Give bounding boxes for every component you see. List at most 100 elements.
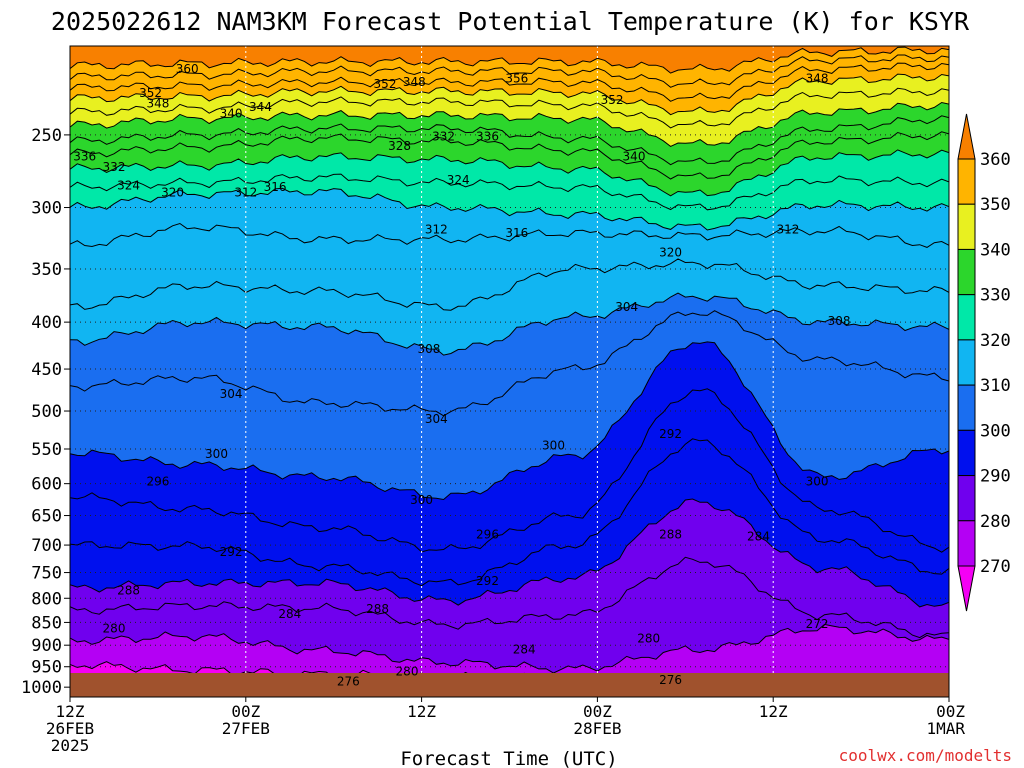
x-tick-label: 00Z	[583, 702, 612, 721]
colorbar-segment	[957, 248, 976, 296]
plot-frame	[69, 45, 950, 698]
y-tick-label: 400	[31, 313, 62, 333]
contour-label: 276	[659, 673, 682, 687]
contour-label: 352	[374, 77, 397, 91]
x-tick-label: 1MAR	[926, 719, 965, 738]
colorbar-label: 330	[980, 286, 1011, 306]
contour-288	[70, 498, 949, 608]
colorbar-segment	[957, 384, 976, 431]
x-tick-label: 12Z	[407, 702, 436, 721]
contour-284	[70, 556, 949, 639]
contour-label: 356	[505, 72, 528, 86]
y-tick-label: 950	[31, 658, 62, 678]
contour-label: 280	[396, 665, 419, 679]
contour-label: 308	[417, 342, 440, 356]
x-tick-label: 27FEB	[222, 719, 270, 738]
contour-label: 288	[366, 602, 389, 616]
contour-label: 292	[476, 574, 499, 588]
y-axis-ticks: 250 300 350 400 450 500 550 600 650 700 750 800 850 9…	[21, 126, 70, 698]
contour-344	[70, 87, 949, 129]
band-340-344	[70, 88, 949, 147]
y-tick-label: 600	[31, 475, 62, 495]
contour-label: 288	[117, 584, 140, 598]
colorbar-segment	[957, 520, 976, 567]
band-276-280	[70, 624, 949, 689]
x-tick-label: 26FEB	[46, 719, 94, 738]
band-300-304	[70, 310, 949, 500]
colorbar-label: 320	[980, 331, 1011, 351]
contour-label: 352	[601, 93, 624, 107]
band-332-336	[70, 115, 949, 179]
contour-label: 300	[205, 447, 228, 461]
chart-title: 2025022612 NAM3KM Forecast Potential Tem…	[51, 7, 970, 36]
contour-316	[70, 222, 949, 248]
contour-328	[70, 149, 949, 197]
contour-352	[70, 62, 949, 102]
x-tick-label: 00Z	[936, 702, 965, 721]
contour-label: 348	[806, 72, 829, 86]
y-tick-label: 550	[31, 440, 62, 460]
contour-label: 292	[659, 427, 682, 441]
contour-label: 280	[637, 632, 660, 646]
contour-296	[70, 388, 949, 553]
y-tick-label: 1000	[21, 678, 62, 698]
contour-label: 304	[220, 387, 243, 401]
contour-label: 312	[776, 223, 799, 237]
contour-label: 300	[806, 475, 829, 489]
contour-label: 300	[410, 493, 433, 507]
contour-280	[70, 623, 949, 674]
x-axis-label: Forecast Time (UTC)	[400, 748, 617, 768]
contour-label: 324	[117, 179, 140, 193]
contour-label: 284	[747, 529, 770, 543]
contour-300	[70, 341, 949, 501]
band-348-352	[70, 63, 949, 115]
band-above-360	[70, 46, 949, 74]
x-tick-label: 12Z	[759, 702, 788, 721]
y-tick-label: 250	[31, 126, 62, 146]
colorbar-label: 310	[980, 376, 1011, 396]
contour-label: 280	[103, 622, 126, 636]
y-tick-label: 750	[31, 564, 62, 584]
contour-label: 336	[476, 130, 499, 144]
y-tick-label: 700	[31, 536, 62, 556]
colorbar-label: 350	[980, 195, 1011, 215]
contour-label: 348	[403, 75, 426, 89]
contour-label: 332	[103, 160, 126, 174]
band-344-348	[70, 74, 949, 128]
contour-label: 324	[447, 173, 470, 187]
band-292-296	[70, 388, 949, 586]
contour-label: 320	[161, 186, 184, 200]
colorbar-segment	[957, 339, 976, 386]
colorbar-label: 360	[980, 150, 1011, 170]
contour-label: 352	[139, 86, 162, 100]
contour-label: 312	[425, 223, 448, 237]
contour-356	[70, 54, 949, 88]
contour-320	[70, 187, 949, 231]
ground-surface	[70, 673, 949, 697]
contour-label: 360	[176, 62, 199, 76]
contour-340	[70, 101, 949, 147]
x-tick-label: 00Z	[231, 702, 260, 721]
contour-label: 292	[220, 545, 243, 559]
band-284-288	[70, 499, 949, 638]
colorbar: 360 350 340 330 320 310 300 290 280 270	[957, 113, 1011, 612]
contour-label: 344	[249, 100, 272, 114]
contour-292	[70, 438, 949, 587]
contour-label: 348	[146, 96, 169, 110]
contour-label: 340	[623, 150, 646, 164]
contour-label: 316	[264, 180, 287, 194]
y-tick-label: 450	[31, 360, 62, 380]
contour-label: 284	[513, 643, 536, 657]
contour-label: 284	[278, 607, 301, 621]
colorbar-label: 270	[980, 557, 1011, 577]
y-tick-label: 800	[31, 589, 62, 609]
contour-348	[70, 73, 949, 116]
x-tick-label: 12Z	[56, 702, 85, 721]
contour-324	[70, 173, 949, 211]
y-tick-label: 300	[31, 199, 62, 219]
colorbar-label: 280	[980, 512, 1011, 532]
contour-336	[70, 115, 949, 166]
